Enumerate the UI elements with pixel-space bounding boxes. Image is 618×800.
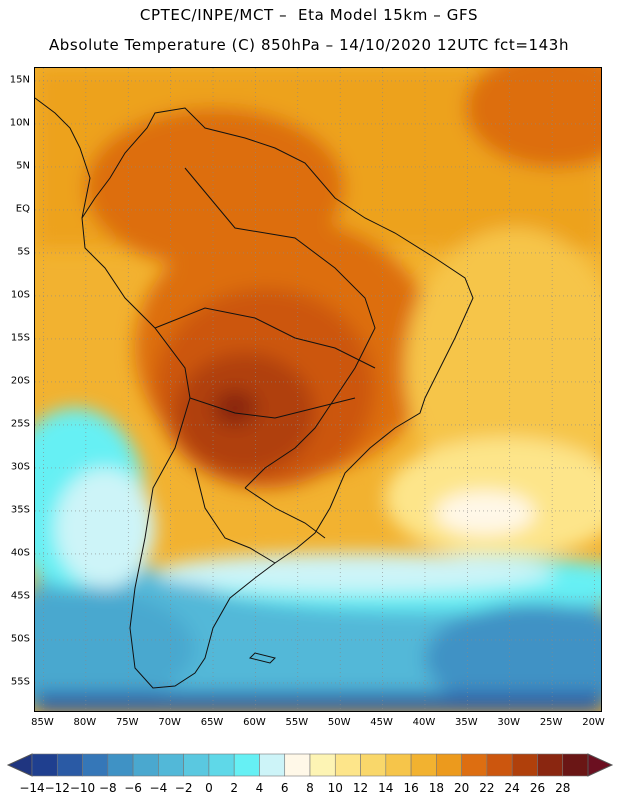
colorbar-min-arrow <box>6 753 33 777</box>
colorbar-tick-label: −8 <box>98 781 117 795</box>
longitude-tick-label: 50W <box>327 717 351 728</box>
chart-title: CPTEC/INPE/MCT – Eta Model 15km – GFS <box>139 6 479 24</box>
longitude-tick-label: 40W <box>412 717 436 728</box>
colorbar-tick-label: 24 <box>504 781 520 795</box>
latitude-tick-label: 30S <box>10 461 30 473</box>
colorbar-cell <box>562 753 589 777</box>
colorbar-tick-label: 6 <box>280 781 289 795</box>
temperature-map <box>35 68 601 711</box>
colorbar-tick-label: 12 <box>352 781 369 795</box>
longitude-tick-label: 55W <box>285 717 309 728</box>
colorbar-cell <box>107 753 134 777</box>
latitude-tick-label: 5N <box>16 160 30 172</box>
temperature-field <box>35 68 601 711</box>
colorbar-tick-label: 20 <box>453 781 470 795</box>
colorbar-max-arrow <box>587 753 614 777</box>
chart-subtitle: Absolute Temperature (C) 850hPa – 14/10/… <box>48 36 570 54</box>
latitude-tick-label: 5S <box>17 246 30 258</box>
longitude-tick-label: 35W <box>455 717 478 728</box>
colorbar-cell <box>56 753 83 777</box>
colorbar-cell <box>132 753 159 777</box>
longitude-tick-label: 20W <box>582 717 605 728</box>
colorbar-tick-label: −6 <box>124 781 142 795</box>
latitude-tick-label: EQ <box>15 203 30 215</box>
colorbar-cell <box>436 753 462 777</box>
latitude-tick-label: 20S <box>10 375 30 387</box>
longitude-tick-label: 75W <box>115 717 139 728</box>
latitude-tick-label: 10N <box>9 117 30 129</box>
colorbar-cell <box>82 753 109 777</box>
colorbar-tick-label: 26 <box>529 781 546 795</box>
map-panel <box>34 67 602 712</box>
colorbar <box>6 753 614 777</box>
colorbar-cell <box>158 753 184 777</box>
latitude-tick-label: 15N <box>9 74 30 86</box>
colorbar-cell <box>183 753 210 777</box>
colorbar-tick-label: 14 <box>378 781 394 795</box>
colorbar-tick-label: 22 <box>479 781 495 795</box>
colorbar-tick-label: 0 <box>205 781 213 795</box>
colorbar-cell <box>259 753 286 777</box>
colorbar-tick-label: 8 <box>306 781 314 795</box>
latitude-tick-label: 50S <box>10 633 30 645</box>
colorbar-cell <box>410 753 437 777</box>
colorbar-cell <box>284 753 311 777</box>
longitude-tick-label: 80W <box>73 717 97 728</box>
colorbar-tick-label: −4 <box>149 781 168 795</box>
colorbar-cell <box>309 753 336 777</box>
colorbar-tick-label: 2 <box>230 781 238 795</box>
longitude-tick-label: 60W <box>243 717 266 728</box>
latitude-tick-label: 40S <box>10 547 30 559</box>
colorbar-cell <box>385 753 412 777</box>
colorbar-cell <box>208 753 235 777</box>
colorbar-tick-label: 16 <box>403 781 419 795</box>
latitude-tick-label: 35S <box>10 504 30 516</box>
colorbar-cell <box>537 753 564 777</box>
longitude-tick-label: 65W <box>200 717 224 728</box>
longitude-tick-label: 30W <box>497 717 521 728</box>
colorbar-tick-label: −10 <box>69 781 96 795</box>
latitude-tick-label: 10S <box>10 289 30 301</box>
latitude-tick-label: 45S <box>10 590 30 602</box>
longitude-tick-label: 70W <box>158 717 181 728</box>
colorbar-cell <box>486 753 513 777</box>
colorbar-tick-label: −12 <box>44 781 70 795</box>
colorbar-tick-label: 28 <box>555 781 571 795</box>
coastline <box>35 97 474 689</box>
colorbar-cell <box>334 753 361 777</box>
colorbar-cell <box>511 753 538 777</box>
colorbar-tick-label: −14 <box>19 781 45 795</box>
latitude-tick-label: 15S <box>10 332 30 344</box>
colorbar-cell <box>233 753 260 777</box>
latitude-tick-label: 25S <box>10 418 30 430</box>
latitude-tick-label: 55S <box>10 676 30 688</box>
longitude-tick-label: 85W <box>31 717 54 728</box>
colorbar-cell <box>360 753 387 777</box>
colorbar-tick-label: 10 <box>327 781 343 795</box>
colorbar-tick-label: 18 <box>428 781 444 795</box>
longitude-tick-label: 45W <box>370 717 393 728</box>
colorbar-tick-label: −2 <box>174 781 193 795</box>
colorbar-tick-label: 4 <box>255 781 264 795</box>
longitude-tick-label: 25W <box>539 717 563 728</box>
graticule-lines <box>35 68 601 711</box>
colorbar-cell <box>461 753 488 777</box>
colorbar-cell <box>31 753 58 777</box>
